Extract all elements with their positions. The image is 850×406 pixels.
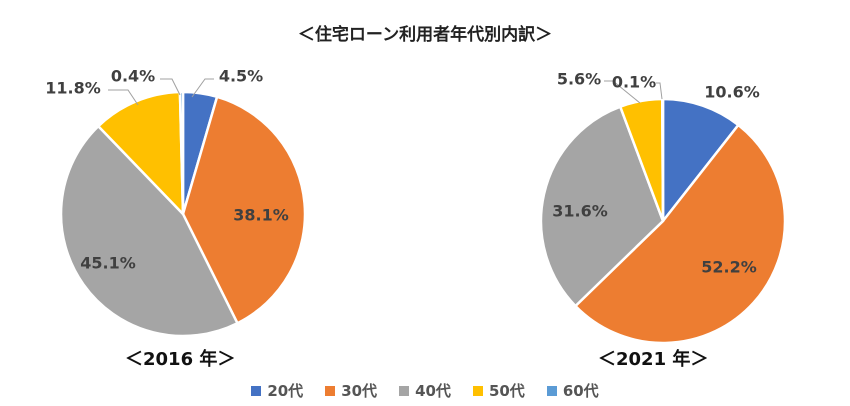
caption-2021: ＜2021 年＞ bbox=[598, 349, 709, 370]
legend-label: 60代 bbox=[562, 382, 599, 400]
legend-swatch bbox=[325, 385, 336, 396]
data-label-30代: 38.1% bbox=[233, 206, 289, 225]
data-label-20代: 10.6% bbox=[704, 83, 760, 102]
pie-2016: 4.5% 38.1% 45.1% 11.8% 0.4% bbox=[45, 67, 307, 338]
legend-label: 30代 bbox=[341, 382, 378, 400]
legend-item-20代: 20代 bbox=[251, 380, 303, 401]
legend-swatch bbox=[251, 385, 262, 396]
data-label-30代: 52.2% bbox=[701, 258, 757, 277]
legend-item-50代: 50代 bbox=[472, 380, 525, 401]
pie-slice-60代 bbox=[178, 90, 185, 215]
legend-label: 40代 bbox=[415, 382, 451, 400]
pie-slice-40代 bbox=[59, 124, 240, 338]
pie-slice-20代 bbox=[661, 97, 741, 225]
legend-swatch bbox=[472, 385, 483, 396]
legend-label: 50代 bbox=[488, 382, 525, 400]
pie-slice-60代 bbox=[660, 97, 665, 222]
chart-title: ＜住宅ローン利用者年代別内訳＞ bbox=[297, 25, 553, 45]
legend: 20代 30代 40代 50代 60代 bbox=[0, 380, 850, 401]
data-label-60代: 0.4% bbox=[111, 67, 155, 86]
data-label-20代: 4.5% bbox=[219, 67, 263, 86]
leader-line bbox=[108, 89, 139, 106]
data-label-50代: 11.8% bbox=[45, 79, 101, 98]
legend-swatch bbox=[546, 385, 557, 396]
data-label-50代: 5.6% bbox=[557, 70, 601, 89]
leader-line bbox=[604, 80, 641, 104]
pie-slice-40代 bbox=[539, 105, 665, 308]
leader-line bbox=[160, 78, 181, 96]
pie-slice-30代 bbox=[573, 123, 787, 345]
data-label-40代: 45.1% bbox=[80, 254, 136, 273]
leader-line bbox=[656, 82, 663, 100]
legend-item-40代: 40代 bbox=[399, 380, 451, 401]
caption-2016: ＜2016 年＞ bbox=[125, 349, 236, 370]
data-label-40代: 31.6% bbox=[552, 202, 608, 221]
legend-item-60代: 60代 bbox=[546, 380, 599, 401]
data-label-60代: 0.1% bbox=[612, 73, 656, 92]
legend-item-30代: 30代 bbox=[325, 380, 377, 401]
pie-2021: 10.6% 52.2% 31.6% 5.6% 0.1% bbox=[539, 70, 787, 345]
leader-line bbox=[191, 78, 214, 98]
pie-slice-30代 bbox=[181, 95, 307, 325]
legend-swatch bbox=[399, 385, 410, 396]
legend-label: 20代 bbox=[267, 382, 304, 400]
